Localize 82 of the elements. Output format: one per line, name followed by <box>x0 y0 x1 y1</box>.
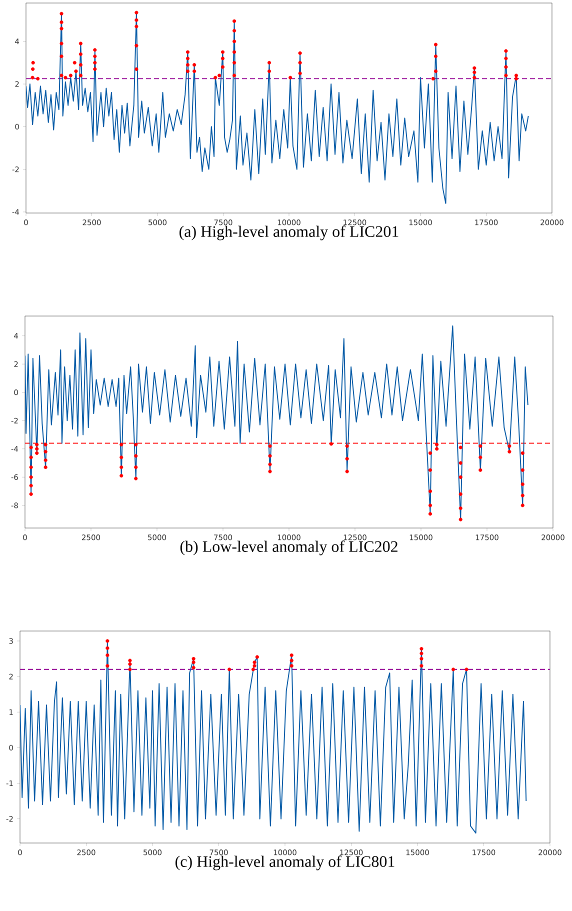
point <box>128 658 132 662</box>
point <box>520 482 524 486</box>
point <box>192 660 196 664</box>
point <box>458 506 462 510</box>
point <box>120 456 124 460</box>
point <box>268 470 272 474</box>
point <box>44 442 48 446</box>
point <box>35 447 39 451</box>
point <box>329 442 334 446</box>
point <box>345 456 349 461</box>
point <box>106 653 110 657</box>
point <box>268 444 272 448</box>
point <box>458 518 462 522</box>
point <box>508 450 512 454</box>
point <box>251 668 255 672</box>
point <box>29 465 33 470</box>
point <box>128 662 132 666</box>
point <box>35 451 39 455</box>
point <box>428 512 432 516</box>
point <box>428 451 432 455</box>
point <box>29 475 33 479</box>
point <box>508 444 512 448</box>
point <box>120 465 124 470</box>
point <box>29 456 33 460</box>
text: (c) High-level anomaly of LIC801 <box>176 856 394 870</box>
point <box>268 454 272 458</box>
point <box>44 465 48 470</box>
point <box>192 656 196 661</box>
point <box>435 447 439 451</box>
point <box>428 504 432 508</box>
point <box>44 450 48 454</box>
point <box>345 470 349 474</box>
point <box>464 668 468 672</box>
point <box>420 664 424 668</box>
line-series <box>20 640 527 834</box>
point <box>29 484 33 488</box>
line-series <box>25 325 528 520</box>
point <box>35 442 39 446</box>
point <box>458 461 462 465</box>
point <box>134 442 138 446</box>
point <box>478 456 482 460</box>
point <box>428 489 432 494</box>
point <box>458 492 462 496</box>
point <box>252 664 256 668</box>
point <box>268 462 272 466</box>
point <box>255 655 259 659</box>
point <box>134 465 138 470</box>
point <box>428 468 432 472</box>
point <box>120 442 124 446</box>
point <box>106 639 110 643</box>
point <box>290 653 294 657</box>
point <box>44 458 48 462</box>
point <box>420 646 424 651</box>
point <box>192 666 196 670</box>
point <box>458 446 462 450</box>
point <box>290 658 294 662</box>
point <box>451 668 456 672</box>
point <box>478 444 482 448</box>
point <box>134 454 138 458</box>
point <box>478 468 482 472</box>
point <box>520 451 524 455</box>
point <box>458 475 462 479</box>
point <box>29 492 33 496</box>
point <box>290 664 294 668</box>
point <box>345 444 349 448</box>
point <box>520 494 524 498</box>
point <box>29 446 33 450</box>
point <box>520 468 524 472</box>
point <box>520 504 524 508</box>
point <box>420 652 424 656</box>
text: (a) High-level anomaly of LIC201 <box>180 226 398 240</box>
point <box>120 474 124 478</box>
point <box>134 476 138 480</box>
line-series <box>26 12 529 204</box>
point <box>106 664 110 668</box>
point <box>228 668 232 672</box>
point <box>252 660 256 664</box>
point <box>128 668 132 672</box>
point <box>420 656 424 661</box>
text: (b) Low-level anomaly of LIC202 <box>180 540 398 556</box>
point <box>435 442 439 446</box>
point <box>106 646 110 650</box>
